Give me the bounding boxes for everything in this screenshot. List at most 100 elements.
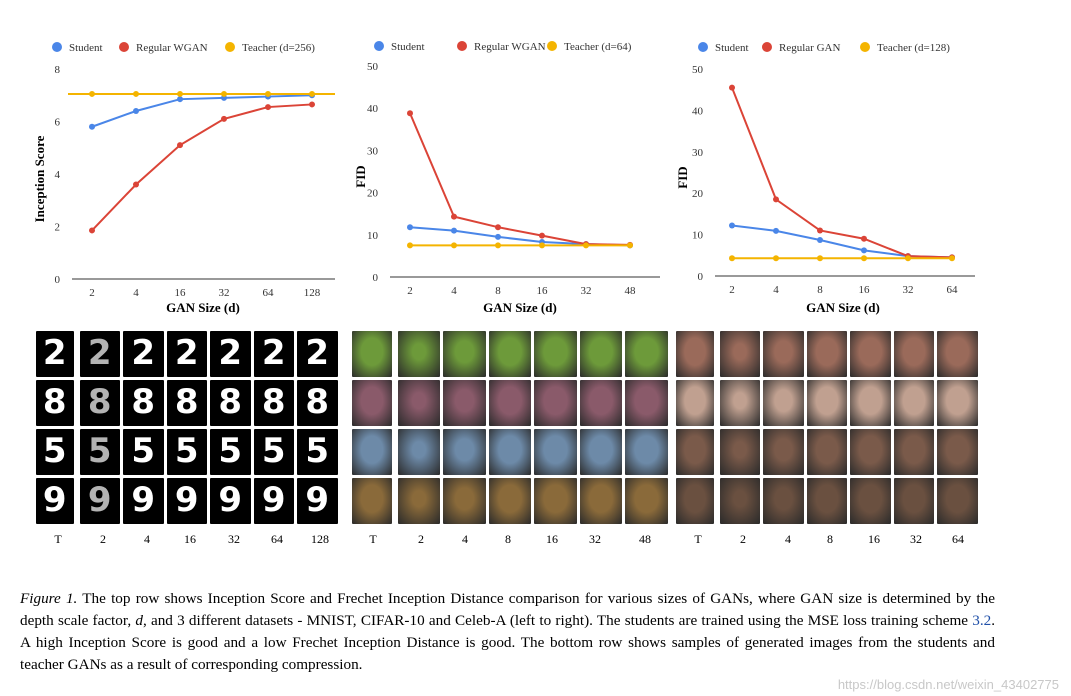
cifar-sample-image	[579, 478, 622, 524]
data-point	[407, 224, 413, 231]
x-tick-label: 64	[947, 284, 959, 296]
cifar-sample-image	[397, 380, 440, 426]
y-tick-label: 20	[367, 188, 379, 200]
celeba-sample-image	[719, 478, 760, 524]
data-point	[89, 227, 95, 234]
data-point	[309, 101, 315, 108]
data-point	[265, 104, 271, 111]
x-axis-title: GAN Size (d)	[166, 300, 240, 315]
data-point	[177, 142, 183, 149]
celeba-sample-image	[850, 331, 891, 377]
x-tick-label: 48	[625, 285, 637, 297]
data-point	[949, 255, 955, 262]
caption-d-symbol: d	[135, 612, 143, 629]
mnist-digit: 2	[218, 333, 243, 374]
data-point	[729, 84, 735, 91]
mnist-digit: 8	[261, 382, 286, 423]
celeba-sample-image	[763, 429, 804, 475]
cifar-sample-image	[534, 478, 577, 524]
mnist-digit: 5	[218, 431, 243, 472]
x-tick-label: 32	[903, 284, 914, 296]
celeba-sample-image	[763, 478, 804, 524]
x-tick-label: 2	[89, 287, 95, 299]
cifar-sample-image	[625, 331, 668, 377]
celeba-sample-image	[937, 331, 978, 377]
mnist-digit: 5	[174, 431, 199, 472]
x-tick-label: 32	[219, 287, 230, 299]
data-point	[627, 242, 633, 249]
cifar-sample-image	[534, 331, 577, 377]
cifar-sample-image	[579, 380, 622, 426]
data-point	[221, 90, 227, 97]
data-point	[451, 227, 457, 234]
cifar-sample-image	[488, 478, 531, 524]
series-line	[91, 94, 313, 128]
celeba-sample-grid	[676, 331, 978, 524]
data-point	[861, 235, 867, 242]
mnist-digit: 2	[87, 333, 112, 374]
mnist-sample-image: 2	[166, 331, 207, 377]
mnist-sample-image: 2	[297, 331, 338, 377]
celeba-sample-image	[850, 478, 891, 524]
section-ref-link[interactable]: 3.2	[972, 612, 992, 629]
x-tick-label: 8	[495, 285, 501, 297]
cifar-sample-image	[488, 429, 531, 475]
celeba-sample-image	[893, 380, 934, 426]
mnist-sample-image: 9	[297, 478, 338, 524]
mnist-digit: 5	[87, 431, 112, 472]
caption-text-3: . A high Inception Score is good and a l…	[20, 612, 995, 673]
legend-marker	[119, 42, 129, 52]
data-point	[495, 224, 501, 231]
y-tick-label: 2	[55, 222, 61, 234]
size-label: T	[694, 532, 702, 546]
celeba-sample-image	[806, 380, 847, 426]
cifar-sample-image	[534, 429, 577, 475]
size-label: 32	[910, 532, 922, 546]
mnist-sample-image: 8	[297, 380, 338, 426]
figure-caption: Figure 1. The top row shows Inception Sc…	[20, 588, 995, 676]
data-point	[817, 236, 823, 243]
size-label: 32	[589, 532, 601, 546]
y-tick-label: 40	[367, 103, 379, 115]
data-point	[495, 242, 501, 249]
size-label: 2	[100, 532, 106, 546]
mnist-sample-image: 9	[79, 478, 120, 524]
legend-marker	[52, 42, 62, 52]
y-tick-label: 10	[367, 230, 379, 242]
data-point	[861, 247, 867, 254]
celeba-sample-image	[937, 478, 978, 524]
mnist-sample-image: 5	[36, 429, 74, 475]
cifar-sample-image	[625, 478, 668, 524]
data-point	[133, 90, 139, 97]
mnist-digit: 9	[218, 480, 243, 521]
celeba-sample-image	[763, 380, 804, 426]
data-point	[729, 222, 735, 229]
y-tick-label: 4	[55, 169, 61, 181]
legend-marker	[374, 41, 384, 51]
size-label: 8	[827, 532, 833, 546]
data-point	[265, 90, 271, 97]
mnist-digit: 9	[174, 480, 199, 521]
x-tick-label: 2	[729, 284, 735, 296]
mnist-digit: 2	[174, 333, 199, 374]
cifar-sample-image	[397, 429, 440, 475]
mnist-sample-image: 5	[79, 429, 120, 475]
mnist-digit: 5	[42, 431, 67, 472]
data-point	[539, 232, 545, 239]
y-tick-label: 30	[367, 145, 379, 157]
x-axis-title: GAN Size (d)	[806, 300, 880, 315]
data-point	[133, 108, 139, 114]
mnist-digit: 2	[305, 333, 330, 374]
celeba-sample-image	[893, 429, 934, 475]
data-point	[905, 255, 911, 262]
mnist-digit: 8	[305, 382, 330, 423]
data-point	[583, 242, 589, 249]
y-tick-label: 10	[692, 230, 704, 242]
size-label: 64	[271, 532, 283, 546]
cifar-sample-image	[443, 478, 486, 524]
mnist-sample-image: 9	[36, 478, 74, 524]
x-tick-label: 2	[407, 285, 413, 297]
mnist-digit: 2	[261, 333, 286, 374]
x-tick-label: 16	[859, 284, 871, 296]
celeba-sample-image	[719, 429, 760, 475]
